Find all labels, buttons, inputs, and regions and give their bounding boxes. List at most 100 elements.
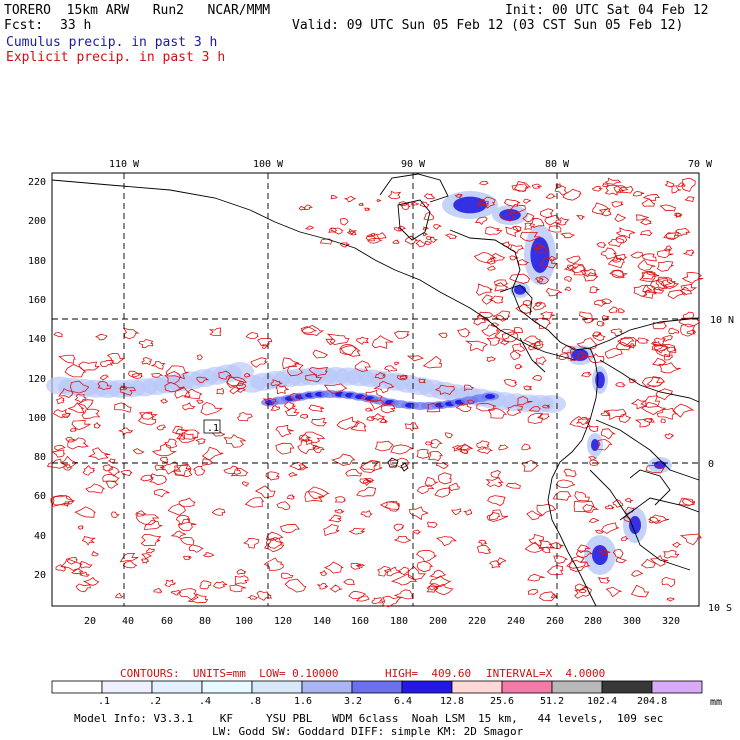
explicit-precip-contour <box>587 352 605 364</box>
explicit-precip-contour <box>598 550 611 556</box>
contours-interval: INTERVAL=X 4.0000 <box>486 667 606 680</box>
x-tick: 140 <box>313 616 331 627</box>
lon-label-80w: 80 W <box>545 159 570 170</box>
explicit-precip-contour <box>397 566 411 576</box>
explicit-precip-contour <box>486 509 509 522</box>
y-tick: 200 <box>28 216 46 227</box>
explicit-precip-contour <box>674 212 682 218</box>
explicit-precip-contour <box>97 381 112 391</box>
cumulus-precip-area <box>591 439 599 451</box>
explicit-precip-contour <box>569 559 590 572</box>
explicit-precip-contour <box>374 440 394 452</box>
explicit-precip-contour <box>562 188 582 201</box>
explicit-precip-contour <box>510 244 524 254</box>
explicit-precip-contour <box>256 337 273 347</box>
explicit-precip-contour <box>393 523 405 532</box>
colorbar-swatch <box>501 680 553 694</box>
model-info-line1: Model Info: V3.3.1 KF YSU PBL WDM 6class… <box>74 712 664 725</box>
explicit-precip-contour <box>640 558 657 569</box>
explicit-precip-contour <box>512 343 526 352</box>
explicit-precip-contour <box>93 421 101 429</box>
explicit-precip-contour <box>528 406 541 412</box>
explicit-precip-contour <box>656 260 675 272</box>
explicit-precip-contour <box>148 473 168 486</box>
explicit-precip-contour <box>641 198 656 207</box>
explicit-precip-contour <box>667 289 687 300</box>
explicit-precip-contour <box>336 416 360 431</box>
explicit-precip-contour <box>56 397 65 405</box>
contours-high: HIGH= 409.60 <box>385 667 472 680</box>
explicit-precip-contour <box>580 268 596 278</box>
explicit-precip-contour <box>339 343 358 355</box>
explicit-precip-contour <box>492 310 511 322</box>
explicit-precip-contour <box>234 575 249 585</box>
colorbar <box>51 680 703 694</box>
explicit-precip-contour <box>476 440 490 449</box>
explicit-precip-contour <box>354 360 371 372</box>
explicit-precip-contour <box>159 461 182 475</box>
explicit-precip-contour <box>555 479 576 488</box>
explicit-precip-contour <box>359 459 383 473</box>
explicit-precip-contour <box>463 384 474 392</box>
explicit-precip-contour <box>451 445 463 452</box>
explicit-precip-contour <box>218 370 232 380</box>
explicit-precip-contour <box>454 193 463 199</box>
explicit-precip-contour <box>678 317 701 328</box>
explicit-precip-contour <box>311 417 328 427</box>
explicit-precip-contour <box>304 491 325 503</box>
explicit-precip-contour <box>355 595 370 602</box>
explicit-precip-contour <box>519 231 541 242</box>
explicit-precip-contour <box>262 397 277 405</box>
explicit-precip-contour <box>508 203 526 213</box>
explicit-precip-contour <box>153 488 170 498</box>
explicit-precip-contour <box>532 374 542 381</box>
explicit-precip-contour <box>553 555 568 564</box>
explicit-precip-contour <box>70 568 85 575</box>
explicit-precip-contour <box>270 379 283 387</box>
x-tick: 280 <box>584 616 602 627</box>
explicit-precip-contour <box>275 424 294 438</box>
explicit-precip-contour <box>661 576 676 588</box>
explicit-precip-contour <box>663 549 680 559</box>
explicit-precip-contour <box>299 431 326 446</box>
explicit-precip-contour <box>170 589 182 596</box>
explicit-precip-contour <box>435 461 450 469</box>
explicit-precip-contour <box>275 384 289 395</box>
explicit-precip-contour <box>611 201 624 208</box>
explicit-precip-contour <box>538 256 558 269</box>
explicit-precip-contour <box>575 416 589 425</box>
explicit-precip-contour <box>146 547 155 554</box>
explicit-precip-contour <box>235 383 247 389</box>
explicit-precip-contour <box>615 556 627 564</box>
explicit-precip-contour <box>429 236 438 243</box>
explicit-precip-contour <box>496 557 507 565</box>
explicit-precip-contour <box>492 253 505 262</box>
y-tick: 80 <box>34 452 46 463</box>
cumulus-precip-area <box>595 371 605 389</box>
explicit-precip-contour <box>681 272 704 284</box>
explicit-precip-contour <box>489 512 500 520</box>
explicit-precip-contour <box>591 202 610 215</box>
explicit-precip-contour <box>429 569 446 579</box>
explicit-precip-contour <box>447 482 460 491</box>
y-tick: 40 <box>34 531 46 542</box>
explicit-precip-label: Explicit precip. in past 3 h <box>6 50 226 65</box>
explicit-precip-contour <box>326 333 350 346</box>
explicit-precip-contour <box>348 527 366 535</box>
explicit-precip-contour <box>675 227 691 237</box>
explicit-precip-contour <box>563 468 577 478</box>
explicit-precip-contour <box>613 185 629 194</box>
explicit-precip-contour <box>287 363 304 377</box>
explicit-precip-contour <box>594 529 604 534</box>
y-tick: 160 <box>28 295 46 306</box>
explicit-precip-contour <box>594 299 607 307</box>
explicit-precip-contour <box>596 320 605 327</box>
explicit-precip-contour <box>549 542 564 550</box>
explicit-precip-contour <box>668 327 679 335</box>
explicit-precip-contour <box>640 218 652 226</box>
y-tick: 140 <box>28 334 46 345</box>
explicit-precip-contour <box>193 465 206 476</box>
explicit-precip-contour <box>301 324 325 336</box>
explicit-precip-contour <box>671 185 682 194</box>
explicit-precip-contour <box>642 193 661 201</box>
